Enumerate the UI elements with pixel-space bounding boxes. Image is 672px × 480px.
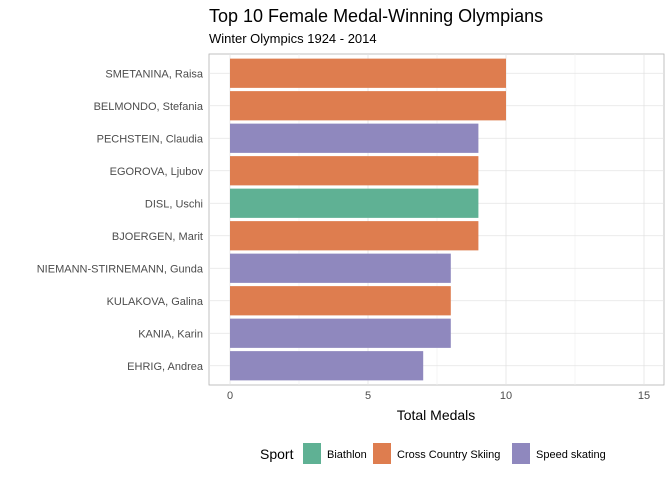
x-axis-title: Total Medals bbox=[397, 407, 476, 423]
legend-title: Sport bbox=[260, 446, 294, 462]
bar bbox=[230, 58, 506, 88]
y-tick-label: EHRIG, Andrea bbox=[127, 361, 204, 373]
y-tick-label: PECHSTEIN, Claudia bbox=[97, 133, 204, 145]
bar bbox=[230, 156, 479, 186]
y-tick-label: BELMONDO, Stefania bbox=[94, 101, 204, 113]
y-axis-labels: SMETANINA, Raisa BELMONDO, Stefania PECHST… bbox=[37, 68, 204, 373]
y-tick-label: NIEMANN-STIRNEMANN, Gunda bbox=[37, 263, 204, 275]
legend: Sport Biathlon Cross Country Skiing Speed s… bbox=[260, 443, 606, 464]
y-tick-label: DISL, Uschi bbox=[145, 198, 203, 210]
y-tick-label: SMETANINA, Raisa bbox=[105, 68, 203, 80]
bar bbox=[230, 253, 451, 283]
chart-title: Top 10 Female Medal-Winning Olympians bbox=[209, 6, 543, 26]
x-tick-label: 0 bbox=[227, 390, 233, 402]
bar bbox=[230, 91, 506, 121]
legend-label: Cross Country Skiing bbox=[397, 449, 500, 461]
bar bbox=[230, 351, 424, 381]
y-tick-label: KANIA, Karin bbox=[138, 328, 203, 340]
x-tick-label: 5 bbox=[365, 390, 371, 402]
bar bbox=[230, 286, 451, 316]
legend-key bbox=[512, 443, 530, 464]
bar bbox=[230, 221, 479, 251]
bars-group bbox=[230, 58, 506, 381]
y-tick-label: BJOERGEN, Marit bbox=[112, 231, 203, 243]
chart-subtitle: Winter Olympics 1924 - 2014 bbox=[209, 31, 377, 46]
x-tick-label: 15 bbox=[638, 390, 650, 402]
y-tick-label: KULAKOVA, Galina bbox=[107, 296, 204, 308]
x-axis-labels: 0 5 10 15 bbox=[227, 390, 650, 402]
bar bbox=[230, 188, 479, 218]
legend-key bbox=[373, 443, 391, 464]
legend-key bbox=[303, 443, 321, 464]
y-tick-label: EGOROVA, Ljubov bbox=[110, 166, 204, 178]
bar bbox=[230, 123, 479, 153]
legend-label: Biathlon bbox=[327, 449, 367, 461]
x-tick-label: 10 bbox=[500, 390, 512, 402]
legend-label: Speed skating bbox=[536, 449, 606, 461]
bar bbox=[230, 318, 451, 348]
